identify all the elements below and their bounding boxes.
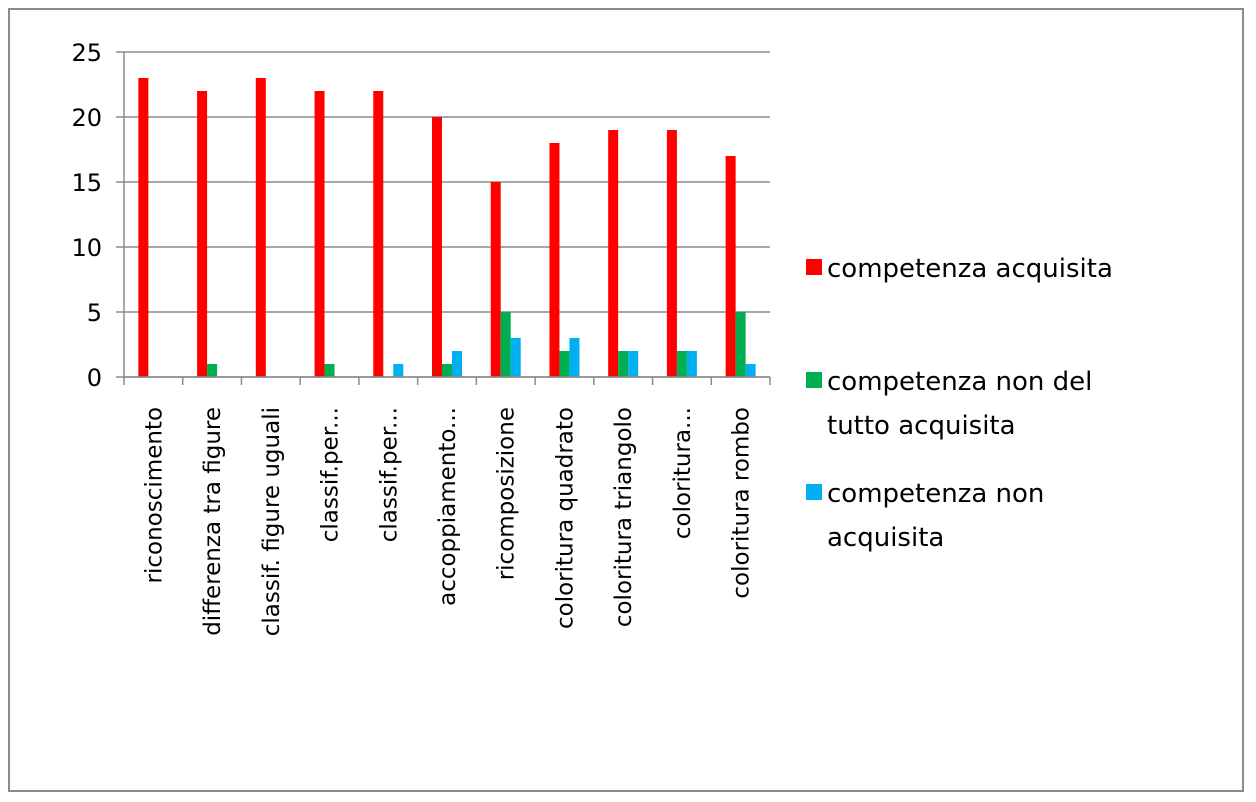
y-tick-label: 25 [71,39,102,67]
bar [666,130,677,377]
y-tick-label: 15 [71,169,102,197]
x-category-labels: riconoscimento differenza tra figure class… [141,407,754,636]
x-category-label: coloritura quadrato [552,407,578,629]
bars [138,78,756,377]
bar [618,351,629,377]
x-category-label: coloritura triangolo [611,407,637,627]
legend-label: competenza non [827,479,1044,509]
bar [314,91,325,377]
bar [393,364,404,377]
bar [549,143,560,377]
bar [628,351,639,377]
x-category-label: classif.per... [376,407,402,542]
bar [432,117,442,377]
bar [608,130,619,377]
legend-swatch [806,484,822,500]
bar [138,78,149,377]
x-category-label: classif. figure uguali [259,407,285,636]
legend-swatch [806,372,822,388]
legend-swatch [806,259,822,275]
bar [255,78,266,377]
bar [510,338,521,377]
bar [559,351,570,377]
bar [686,351,697,377]
legend-label: acquisita [827,523,944,553]
bar [725,156,736,377]
bar [452,351,462,377]
legend-label: tutto acquisita [827,411,1016,441]
bar [490,182,501,377]
y-tick-labels: 0 5 10 15 20 25 [71,39,102,392]
axes [123,52,771,385]
x-category-label: ricomposizione [494,407,520,580]
bar [500,312,511,377]
bar [207,364,218,377]
bar [373,91,384,377]
legend-label: competenza acquisita [827,254,1113,284]
x-category-label: accoppiamento... [435,407,461,606]
bar [569,338,580,377]
x-category-label: differenza tra figure [200,407,226,636]
bar [197,91,208,377]
bar [324,364,335,377]
bar [442,364,452,377]
x-category-label: classif.per... [318,407,344,542]
y-tick-label: 5 [87,299,102,327]
y-tick-label: 20 [71,104,102,132]
x-category-label: riconoscimento [141,407,167,583]
chart-frame [8,8,1244,792]
bar [676,351,687,377]
y-tick-label: 0 [87,364,102,392]
legend: competenza acquisita competenza non del tu… [806,254,1113,553]
legend-label: competenza non del [827,367,1092,397]
bar [745,364,756,377]
y-tick-label: 10 [71,234,102,262]
bar [735,312,746,377]
x-category-label: coloritura... [670,407,696,539]
x-category-label: coloritura rombo [729,407,755,599]
